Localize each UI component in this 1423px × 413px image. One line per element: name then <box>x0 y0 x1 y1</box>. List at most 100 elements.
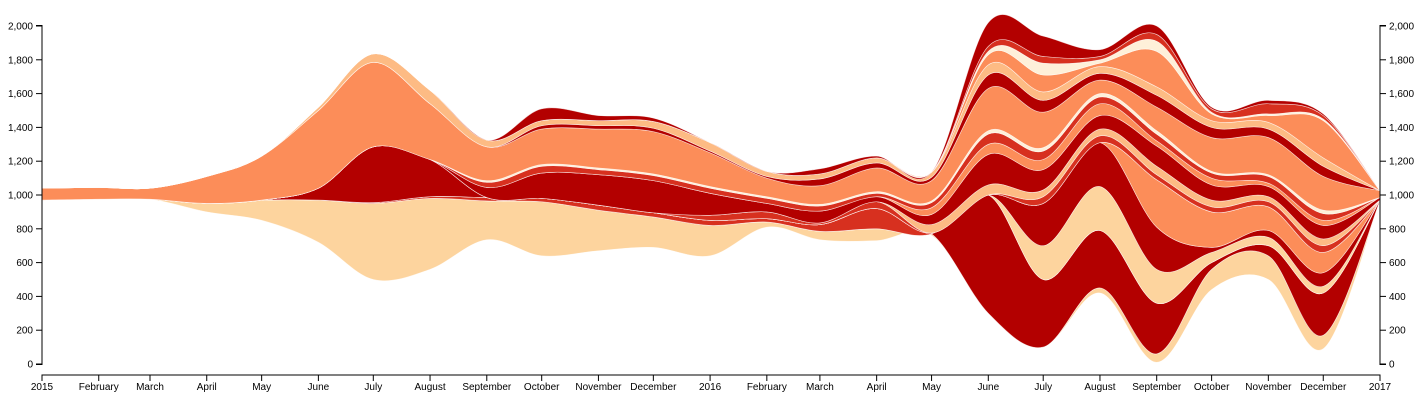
y-tick-label: 600 <box>1389 258 1406 269</box>
y-tick-label: 1,600 <box>1389 89 1414 100</box>
x-tick: May <box>922 375 941 393</box>
y-tick-left: 0 <box>27 360 42 371</box>
y-tick-left: 1,600 <box>8 89 42 100</box>
y-tick-label: 1,200 <box>8 157 33 168</box>
y-tick-label: 400 <box>16 292 33 303</box>
y-tick-right: 2,000 <box>1380 22 1414 33</box>
x-tick-label: December <box>630 382 677 393</box>
y-tick-label: 1,000 <box>8 191 33 202</box>
y-tick-label: 200 <box>16 326 33 337</box>
y-tick-label: 800 <box>1389 224 1406 235</box>
x-tick-label: October <box>524 382 560 393</box>
stream-layer-20 <box>41 14 1381 191</box>
x-tick: June <box>977 375 1000 393</box>
y-tick-label: 0 <box>27 360 33 371</box>
x-tick: December <box>630 375 677 393</box>
x-tick: August <box>1084 375 1116 393</box>
y-tick-right: 200 <box>1380 326 1406 337</box>
x-tick: December <box>1300 375 1347 393</box>
y-tick-label: 400 <box>1389 292 1406 303</box>
stream-layers <box>41 14 1381 363</box>
y-tick-label: 1,800 <box>1389 55 1414 66</box>
y-tick-right: 800 <box>1380 224 1406 235</box>
x-tick: May <box>252 375 271 393</box>
y-tick-left: 1,800 <box>8 55 42 66</box>
x-tick-label: 2015 <box>31 382 54 393</box>
x-tick-label: September <box>462 382 512 393</box>
x-tick-label: October <box>1194 382 1230 393</box>
y-tick-left: 400 <box>16 292 42 303</box>
x-tick-label: 2017 <box>1369 382 1392 393</box>
y-tick-label: 1,400 <box>1389 123 1414 134</box>
x-tick-label: July <box>1034 382 1052 393</box>
x-tick-label: June <box>977 382 999 393</box>
y-tick-right: 1,400 <box>1380 123 1414 134</box>
x-tick-label: May <box>252 382 271 393</box>
x-tick-label: February <box>747 382 787 393</box>
y-tick-label: 1,800 <box>8 55 33 66</box>
x-tick-label: May <box>922 382 941 393</box>
y-tick-label: 1,000 <box>1389 191 1414 202</box>
x-tick: October <box>524 375 560 393</box>
y-tick-right: 0 <box>1380 360 1395 371</box>
x-tick-label: August <box>1084 382 1115 393</box>
y-tick-label: 2,000 <box>8 22 33 33</box>
y-tick-left: 1,000 <box>8 191 42 202</box>
x-tick: April <box>867 375 887 393</box>
x-tick: July <box>364 375 382 393</box>
y-tick-left: 600 <box>16 258 42 269</box>
y-tick-label: 600 <box>16 258 33 269</box>
x-tick: 2015 <box>31 375 54 393</box>
y-tick-label: 1,200 <box>1389 157 1414 168</box>
y-tick-left: 1,200 <box>8 157 42 168</box>
x-tick-label: November <box>1245 382 1292 393</box>
x-tick: June <box>308 375 330 393</box>
y-tick-left: 2,000 <box>8 22 42 33</box>
y-tick-right: 1,800 <box>1380 55 1414 66</box>
x-axis-line <box>41 374 1381 381</box>
x-tick-label: July <box>364 382 382 393</box>
x-tick-label: April <box>197 382 217 393</box>
y-tick-right: 1,000 <box>1380 191 1414 202</box>
y-tick-label: 0 <box>1389 360 1395 371</box>
y-tick-left: 800 <box>16 224 42 235</box>
y-tick-label: 200 <box>1389 326 1406 337</box>
x-tick: November <box>1245 375 1292 393</box>
x-tick-label: February <box>79 382 119 393</box>
x-tick: February <box>747 375 787 393</box>
x-tick-label: April <box>867 382 887 393</box>
x-tick-label: 2016 <box>699 382 722 393</box>
y-tick-right: 600 <box>1380 258 1406 269</box>
y-axis-right: 0 200 400 600 800 1,000 1,200 1,400 1,600 1,800 2,… <box>1379 22 1414 371</box>
x-tick: October <box>1194 375 1230 393</box>
y-tick-label: 800 <box>16 224 33 235</box>
x-tick: September <box>1132 375 1182 393</box>
x-tick: November <box>575 375 622 393</box>
x-tick: 2017 <box>1369 375 1392 393</box>
x-tick-label: August <box>414 382 445 393</box>
x-axis-bottom: 2015 February March April May June July August S… <box>31 374 1392 393</box>
y-tick-left: 1,400 <box>8 123 42 134</box>
y-tick-right: 400 <box>1380 292 1406 303</box>
x-tick: July <box>1034 375 1052 393</box>
x-tick-label: November <box>575 382 622 393</box>
y-tick-right: 1,600 <box>1380 89 1414 100</box>
y-tick-label: 1,400 <box>8 123 33 134</box>
y-axis-left: 0 200 400 600 800 1,000 1,200 1,400 1,600 1,800 2,… <box>8 22 43 371</box>
y-tick-right: 1,200 <box>1380 157 1414 168</box>
x-tick: September <box>462 375 512 393</box>
x-tick: March <box>136 375 164 393</box>
x-tick: April <box>197 375 217 393</box>
y-tick-label: 2,000 <box>1389 22 1414 33</box>
x-tick: February <box>79 375 119 393</box>
x-tick: March <box>806 375 834 393</box>
y-tick-label: 1,600 <box>8 89 33 100</box>
x-tick: 2016 <box>699 375 722 393</box>
x-tick-label: September <box>1132 382 1182 393</box>
x-tick-label: March <box>136 382 164 393</box>
y-tick-left: 200 <box>16 326 42 337</box>
x-tick-label: March <box>806 382 834 393</box>
x-tick: August <box>414 375 446 393</box>
x-tick-label: June <box>308 382 330 393</box>
